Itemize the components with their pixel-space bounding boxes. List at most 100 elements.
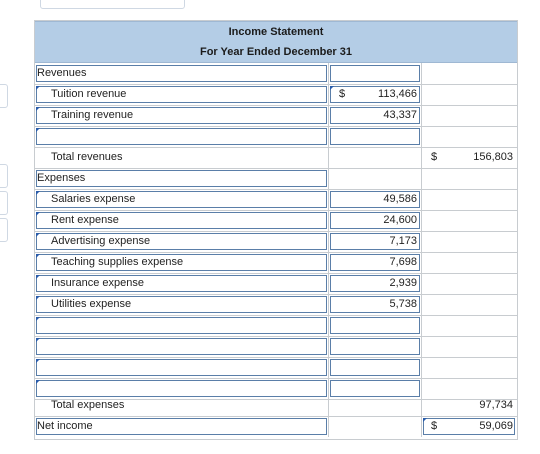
- row-label: Total expenses: [51, 399, 125, 411]
- amount-cell: 24,600: [328, 210, 422, 231]
- amount-value: 5,738: [389, 298, 417, 310]
- amount-input[interactable]: [330, 275, 420, 292]
- side-tab[interactable]: [0, 218, 8, 242]
- label-cell[interactable]: [35, 126, 327, 147]
- dropdown-marker-icon: [36, 254, 40, 258]
- statement-title: Income Statement: [35, 21, 517, 43]
- label-input[interactable]: [36, 191, 327, 208]
- label-cell[interactable]: Salaries expense: [35, 189, 327, 210]
- amount-input[interactable]: [330, 233, 420, 250]
- label-cell[interactable]: [35, 357, 327, 378]
- dropdown-marker-icon: [36, 338, 40, 342]
- amount-value: 49,586: [383, 193, 417, 205]
- row-label: Revenues: [37, 67, 87, 79]
- label-input[interactable]: [36, 380, 327, 397]
- table-row: Teaching supplies expense 7,698: [35, 252, 517, 274]
- table-row: [35, 315, 517, 337]
- total-cell: [422, 315, 517, 336]
- label-input[interactable]: [36, 86, 327, 103]
- amount-cell: [328, 336, 422, 357]
- row-label: Expenses: [37, 172, 86, 184]
- label-cell[interactable]: Teaching supplies expense: [35, 252, 327, 273]
- dropdown-marker-icon: [36, 359, 40, 363]
- amount-cell: [328, 315, 422, 336]
- label-cell[interactable]: Advertising expense: [35, 231, 327, 252]
- amount-input[interactable]: [330, 380, 420, 397]
- label-input[interactable]: [36, 233, 327, 250]
- dropdown-marker-icon: [36, 107, 40, 111]
- label-cell[interactable]: [35, 378, 327, 399]
- total-cell: [422, 126, 517, 147]
- label-input[interactable]: [36, 418, 327, 435]
- amount-cell: [328, 63, 422, 84]
- table-row: Net income $ 59,069: [35, 416, 517, 437]
- amount-input[interactable]: [330, 254, 420, 271]
- amount-value: 43,337: [383, 109, 417, 121]
- amount-cell: 2,939: [328, 273, 422, 294]
- amount-input[interactable]: [330, 191, 420, 208]
- amount-input[interactable]: [330, 107, 420, 124]
- total-cell: [422, 336, 517, 357]
- label-input[interactable]: [36, 107, 327, 124]
- amount-cell: [328, 126, 422, 147]
- currency-symbol: $: [431, 151, 438, 163]
- label-cell[interactable]: Tuition revenue: [35, 84, 327, 105]
- label-cell[interactable]: Insurance expense: [35, 273, 327, 294]
- amount-cell: [328, 416, 422, 437]
- label-cell[interactable]: [35, 315, 327, 336]
- row-label: Salaries expense: [51, 193, 136, 205]
- total-cell: [422, 105, 517, 126]
- side-tab[interactable]: [0, 191, 8, 215]
- label-input[interactable]: [36, 338, 327, 355]
- table-row: Utilities expense 5,738: [35, 294, 517, 316]
- label-input[interactable]: [36, 170, 327, 187]
- income-statement-table: Income Statement For Year Ended December…: [34, 20, 518, 440]
- amount-cell: 43,337: [328, 105, 422, 126]
- label-input[interactable]: [36, 65, 327, 82]
- table-row: Training revenue 43,337: [35, 105, 517, 127]
- row-label: Insurance expense: [51, 277, 144, 289]
- net-income-input[interactable]: [423, 418, 515, 435]
- amount-input[interactable]: [330, 317, 420, 334]
- label-input[interactable]: [36, 275, 327, 292]
- amount-input[interactable]: [330, 359, 420, 376]
- currency-symbol: $: [339, 88, 346, 100]
- total-value: 59,069: [479, 420, 513, 432]
- amount-value: 7,173: [389, 235, 417, 247]
- amount-input[interactable]: [330, 65, 420, 82]
- label-cell[interactable]: Training revenue: [35, 105, 327, 126]
- label-cell[interactable]: Revenues: [35, 63, 327, 84]
- label-cell[interactable]: Expenses: [35, 168, 327, 189]
- amount-input[interactable]: [330, 338, 420, 355]
- amount-input[interactable]: [330, 86, 420, 103]
- side-tab[interactable]: [0, 164, 8, 188]
- amount-input[interactable]: [330, 212, 420, 229]
- row-label: Tuition revenue: [51, 88, 127, 100]
- amount-input[interactable]: [330, 128, 420, 145]
- dropdown-marker-icon: [36, 380, 40, 384]
- label-cell[interactable]: Utilities expense: [35, 294, 327, 315]
- table-row: Revenues: [35, 63, 517, 85]
- label-input[interactable]: [36, 212, 327, 229]
- label-input[interactable]: [36, 296, 327, 313]
- label-input[interactable]: [36, 128, 327, 145]
- input-field-fragment[interactable]: [40, 0, 185, 9]
- row-label: Rent expense: [51, 214, 119, 226]
- table-row: [35, 357, 517, 379]
- table-row: Rent expense 24,600: [35, 210, 517, 232]
- label-cell[interactable]: Net income: [35, 416, 327, 437]
- amount-input[interactable]: [330, 296, 420, 313]
- label-input[interactable]: [36, 359, 327, 376]
- total-cell: [422, 273, 517, 294]
- side-tab[interactable]: [0, 84, 8, 108]
- label-input[interactable]: [36, 317, 327, 334]
- row-label: Training revenue: [51, 109, 134, 121]
- amount-cell: 7,698: [328, 252, 422, 273]
- table-row: Advertising expense 7,173: [35, 231, 517, 253]
- dropdown-marker-icon: [36, 86, 40, 90]
- amount-cell: [328, 395, 422, 416]
- label-cell[interactable]: [35, 336, 327, 357]
- label-input[interactable]: [36, 254, 327, 271]
- label-cell[interactable]: Rent expense: [35, 210, 327, 231]
- amount-cell: 7,173: [328, 231, 422, 252]
